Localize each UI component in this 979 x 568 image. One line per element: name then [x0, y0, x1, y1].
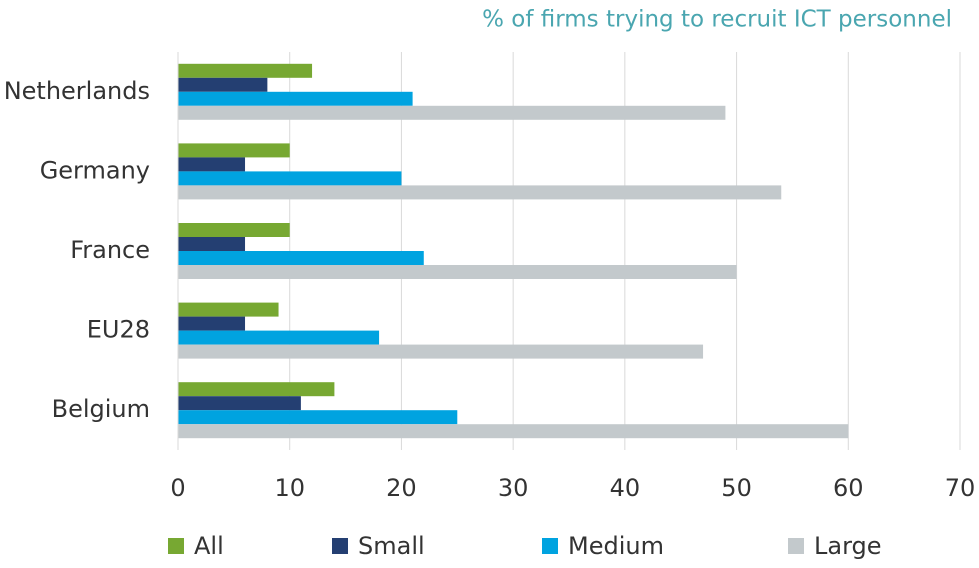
legend-swatch — [788, 538, 804, 554]
bar — [178, 382, 335, 397]
bar — [178, 251, 424, 265]
bar — [178, 185, 782, 200]
x-tick-label: 60 — [833, 474, 864, 502]
bar — [178, 157, 246, 172]
bar — [178, 171, 402, 186]
x-tick-label: 70 — [945, 474, 976, 502]
bar — [178, 316, 246, 331]
legend-label: Medium — [568, 532, 664, 560]
bar — [178, 77, 268, 92]
bar — [178, 265, 737, 279]
bar — [178, 91, 413, 106]
x-tick-label: 20 — [386, 474, 417, 502]
legend-swatch — [542, 538, 558, 554]
y-tick-label: EU28 — [87, 316, 150, 344]
bar — [178, 143, 290, 158]
bar — [178, 410, 458, 425]
x-tick-label: 40 — [610, 474, 641, 502]
bar — [178, 237, 246, 251]
legend-label: Large — [814, 532, 882, 560]
bar — [178, 396, 301, 411]
bar — [178, 302, 279, 317]
bar — [178, 63, 313, 78]
legend-label: All — [194, 532, 224, 560]
y-tick-label: Germany — [40, 156, 150, 184]
x-tick-label: 10 — [274, 474, 305, 502]
x-tick-label: 0 — [170, 474, 185, 502]
x-tick-label: 50 — [721, 474, 752, 502]
y-tick-label: Belgium — [52, 395, 150, 423]
legend-label: Small — [358, 532, 425, 560]
bar — [178, 105, 726, 120]
x-tick-label: 30 — [498, 474, 529, 502]
bar — [178, 223, 290, 237]
y-tick-label: Netherlands — [4, 77, 150, 105]
legend-swatch — [332, 538, 348, 554]
bar — [178, 424, 849, 439]
bar — [178, 344, 704, 359]
y-tick-label: France — [70, 236, 150, 264]
bar — [178, 330, 380, 345]
chart-title: % of firms trying to recruit ICT personn… — [482, 7, 952, 33]
legend-swatch — [168, 538, 184, 554]
